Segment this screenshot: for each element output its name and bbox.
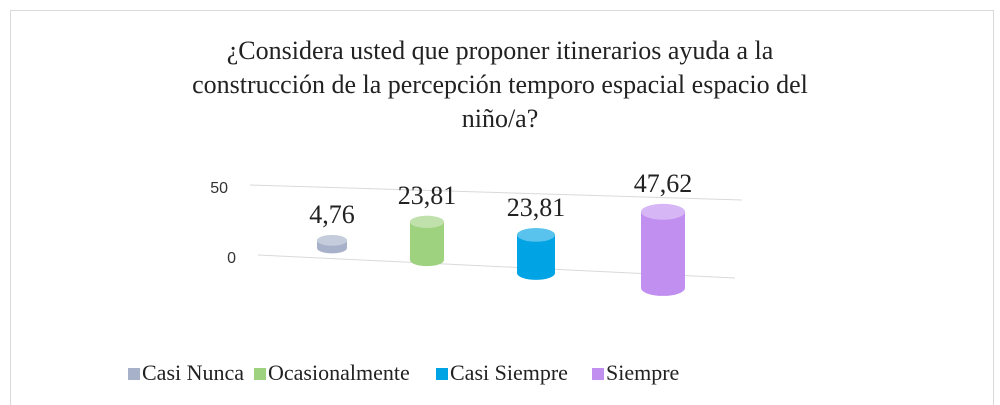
data-label: 47,62 bbox=[634, 169, 693, 198]
bar-top-highlight bbox=[317, 234, 347, 246]
data-label: 4,76 bbox=[309, 200, 355, 229]
y-tick-label: 0 bbox=[227, 250, 236, 267]
legend-swatch bbox=[592, 368, 604, 380]
grid-line bbox=[249, 184, 743, 201]
data-label: 23,81 bbox=[398, 181, 457, 210]
legend-label: Casi Siempre bbox=[450, 360, 568, 385]
bar-top bbox=[410, 215, 444, 229]
legend-label: Casi Nunca bbox=[142, 360, 244, 385]
legend-swatch bbox=[254, 368, 266, 380]
data-label: 23,81 bbox=[507, 193, 566, 222]
legend-swatch bbox=[436, 368, 448, 380]
bar bbox=[641, 211, 685, 288]
bar bbox=[410, 221, 444, 260]
bar-top bbox=[517, 228, 555, 242]
bar-top-highlight bbox=[517, 228, 555, 242]
legend-swatch bbox=[128, 368, 140, 380]
chart-title: ¿Considera usted que proponer itinerario… bbox=[192, 36, 808, 133]
chart-frame bbox=[10, 10, 994, 405]
bar-top bbox=[641, 203, 685, 220]
bar-top-highlight bbox=[641, 203, 685, 220]
legend-label: Siempre bbox=[606, 360, 679, 385]
legend-label: Ocasionalmente bbox=[268, 360, 410, 385]
bar-top bbox=[317, 234, 347, 246]
bar-top-highlight bbox=[410, 215, 444, 229]
y-tick-label: 50 bbox=[210, 180, 228, 197]
